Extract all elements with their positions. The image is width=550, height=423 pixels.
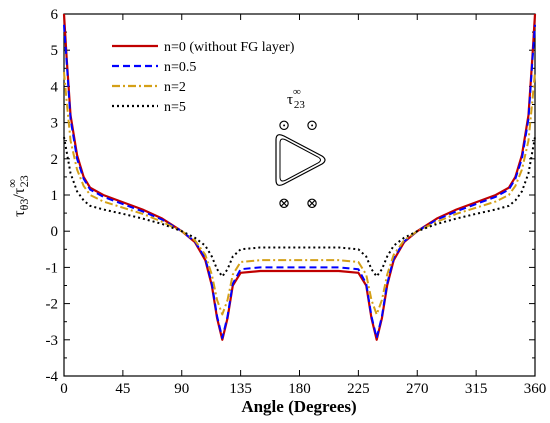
out-of-plane-symbol-right: ⊙: [306, 118, 319, 134]
x-tick-label: 135: [229, 381, 252, 397]
y-axis-title: τθ3/τ∞23: [5, 175, 31, 217]
y-axis-title-den-sup: ∞: [5, 179, 19, 188]
y-tick-label: 4: [51, 79, 59, 95]
y-axis-title-den: τ: [11, 187, 28, 194]
x-tick-label: 270: [406, 381, 429, 397]
y-tick-label: -3: [46, 333, 59, 349]
y-tick-label: 5: [51, 43, 59, 59]
legend: n=0 (without FG layer) n=0.5 n=2 n=5: [112, 40, 295, 115]
inset-load-sup: ∞: [293, 86, 301, 98]
legend-label-1: n=0.5: [164, 60, 196, 75]
y-tick-label: 2: [51, 152, 59, 168]
into-plane-symbol-left: ⊗: [278, 196, 291, 212]
out-of-plane-symbol-left: ⊙: [278, 118, 291, 134]
y-axis-title-sep: /: [11, 194, 28, 199]
y-tick-label: -2: [46, 297, 59, 313]
inset-load-main: τ: [287, 92, 293, 108]
y-axis-title-main: τ: [11, 210, 28, 217]
y-tick-label: 0: [51, 224, 59, 240]
y-axis-title-den-sub: 23: [17, 175, 31, 187]
legend-label-0: n=0 (without FG layer): [164, 40, 295, 55]
inset-load-label: τ∞ 23: [287, 86, 305, 111]
inset-schematic: τ∞ 23 ⊙ ⊙ ⊗ ⊗: [275, 86, 326, 212]
x-tick-label: 225: [347, 381, 370, 397]
legend-label-3: n=5: [164, 100, 186, 115]
series-line-2: [63, 71, 536, 316]
y-tick-label: 1: [51, 188, 59, 204]
x-axis-title: Angle (Degrees): [241, 397, 356, 416]
x-tick-label: 180: [288, 381, 311, 397]
y-axis-title-main-sub: θ3: [17, 199, 31, 211]
x-tick-label: 90: [174, 381, 189, 397]
y-tick-label: 6: [51, 7, 59, 23]
x-tick-label: 0: [60, 381, 68, 397]
series-line-1: [63, 24, 536, 339]
inset-load-sub: 23: [294, 99, 306, 111]
y-tick-label: -4: [46, 369, 59, 385]
series-layer: [62, 13, 537, 341]
x-tick-label: 45: [115, 381, 130, 397]
y-tick-label: -1: [46, 260, 59, 276]
into-plane-symbol-right: ⊗: [306, 196, 319, 212]
x-tick-label: 315: [465, 381, 488, 397]
y-tick-label: 3: [51, 116, 59, 132]
legend-label-2: n=2: [164, 80, 186, 95]
plot-frame: [63, 13, 536, 377]
series-line-3: [63, 136, 536, 278]
x-axis: 0 45 90 135 180 225 270 315 360: [60, 14, 546, 397]
x-tick-label: 360: [524, 381, 547, 397]
triangular-inclusion-inner: [279, 138, 321, 182]
series-line-0: [62, 13, 537, 341]
triangular-inclusion-outer: [275, 134, 326, 186]
